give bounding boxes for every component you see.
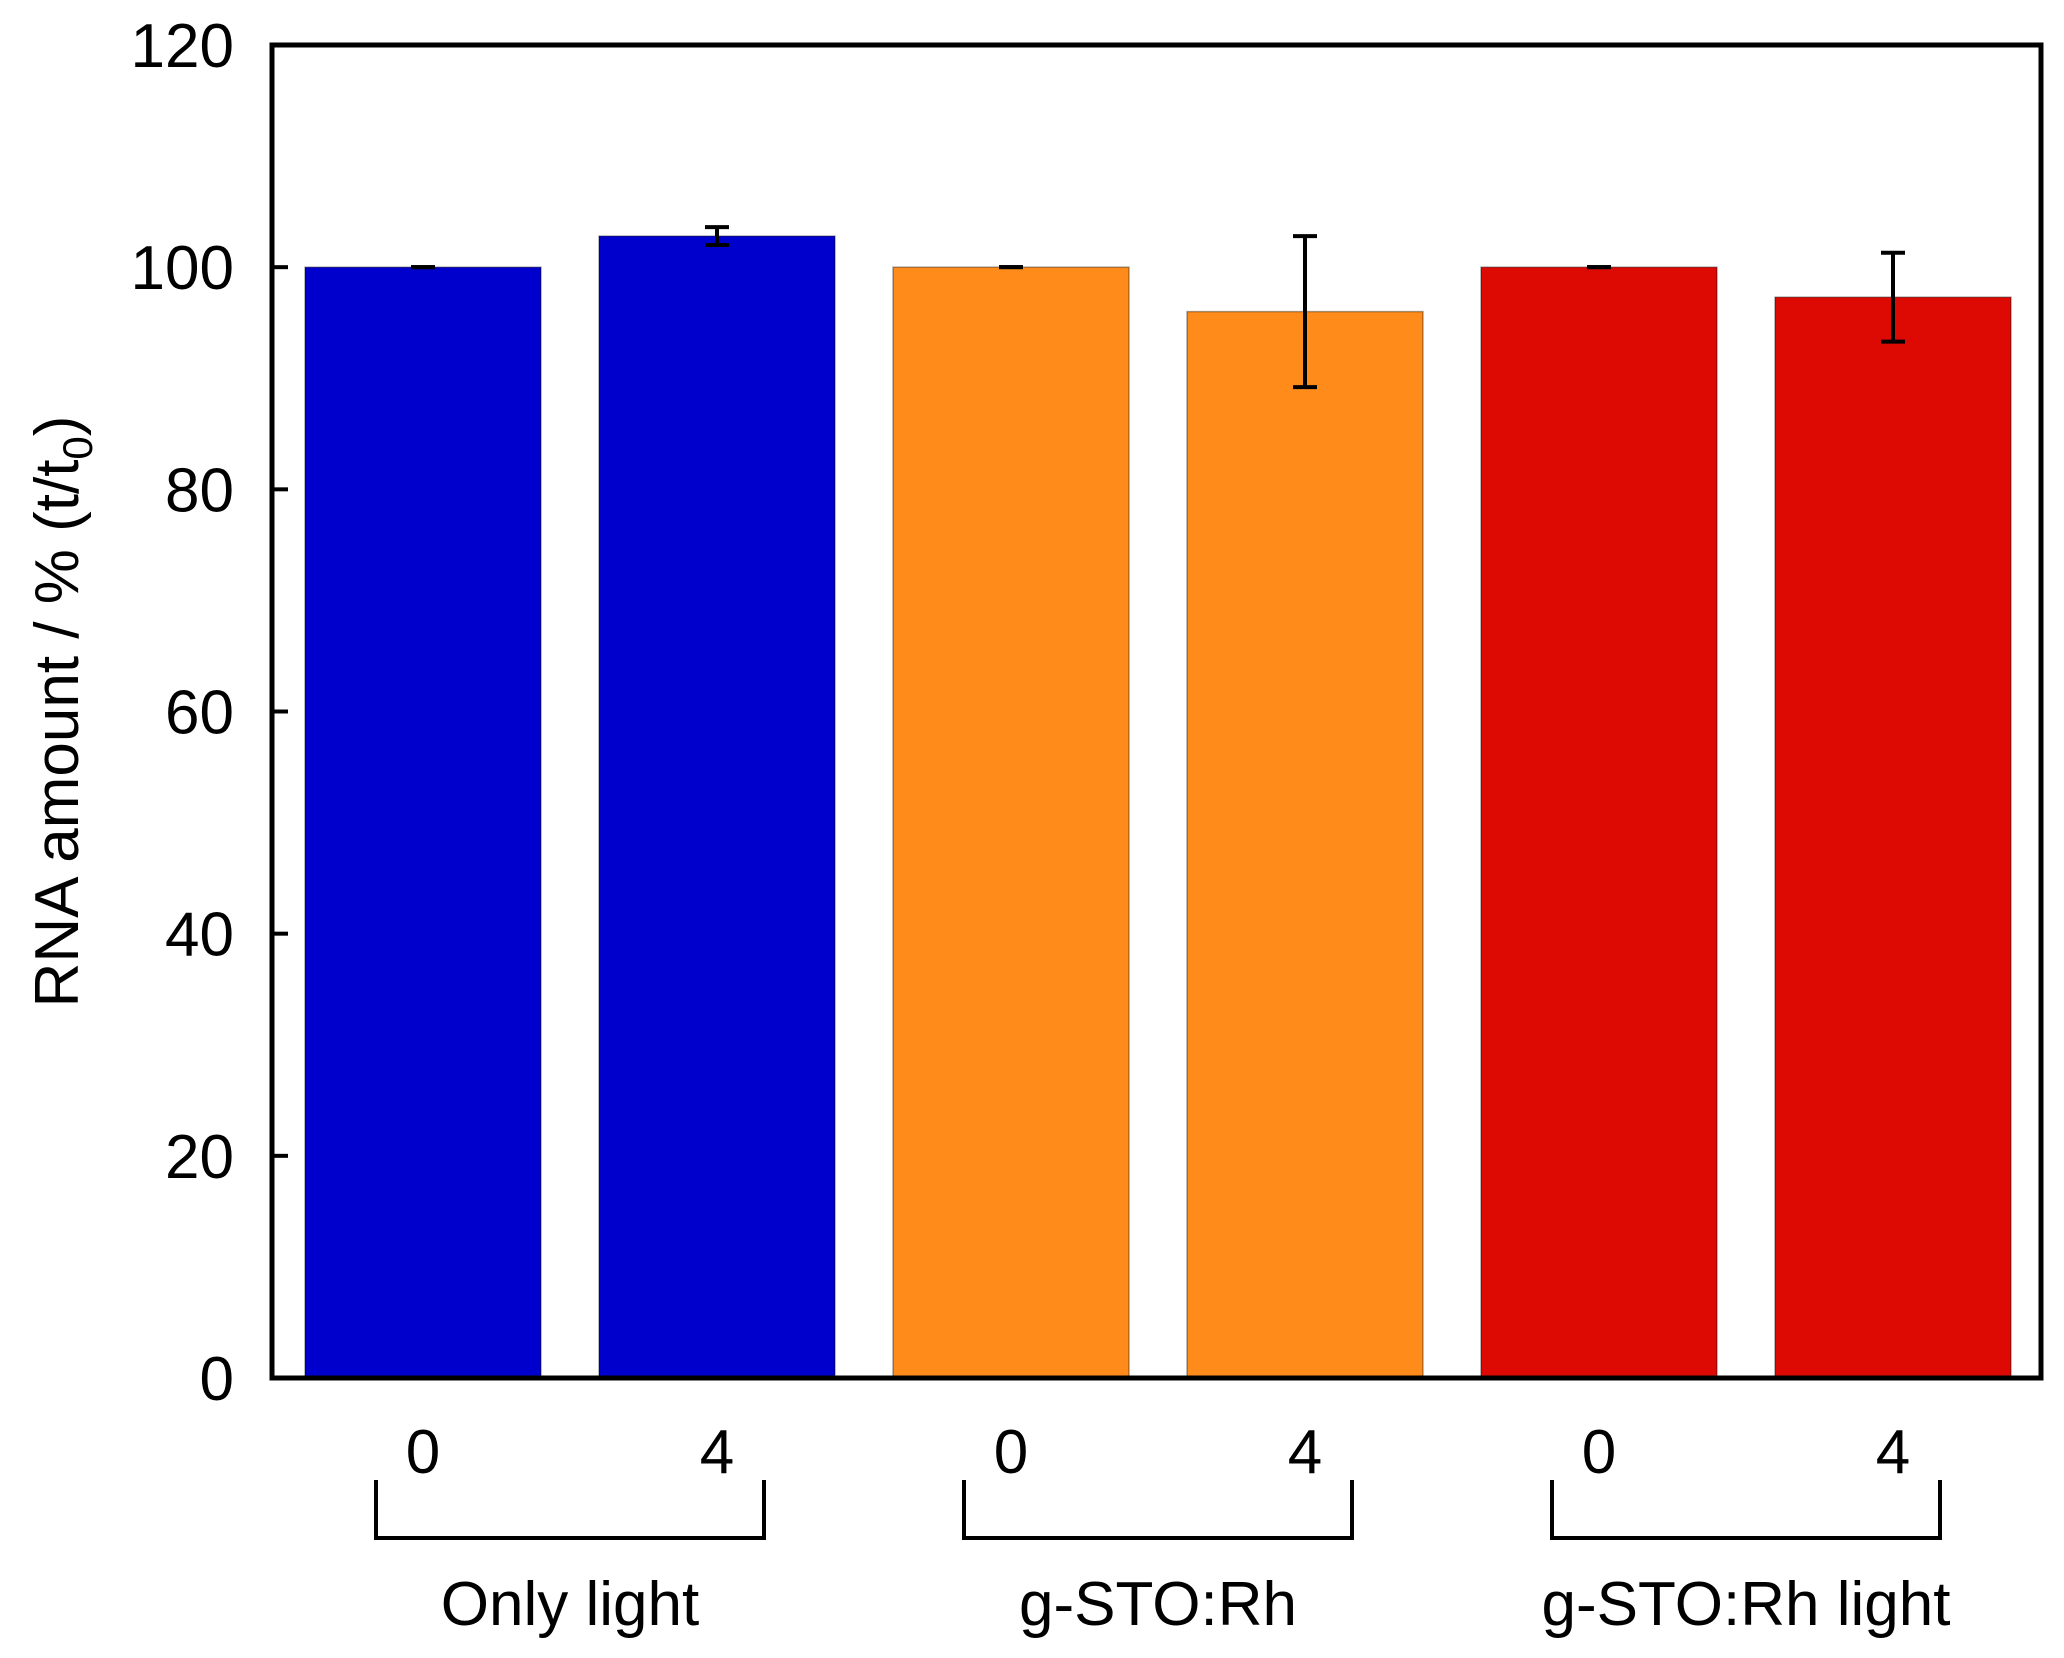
y-axis-title: RNA amount / % (t/t0) [23, 416, 101, 1008]
bar [304, 266, 542, 1379]
group-bracket [1550, 1480, 1942, 1540]
x-tick-label: 0 [406, 1418, 440, 1487]
group-bracket [962, 1480, 1354, 1540]
x-tick-label: 4 [1288, 1418, 1322, 1487]
bar [1774, 296, 2012, 1379]
x-tick-label: 0 [994, 1418, 1028, 1487]
bar [1186, 310, 1424, 1379]
y-tick-label: 60 [165, 679, 234, 748]
y-tick-label: 80 [165, 456, 234, 525]
group-label: g-STO:Rh light [1542, 1570, 1951, 1639]
y-axis-title-suffix: ) [23, 416, 92, 437]
y-tick-label: 20 [165, 1123, 234, 1192]
y-tick-label: 0 [200, 1345, 234, 1414]
group-label: g-STO:Rh [1019, 1570, 1297, 1639]
x-tick-label: 0 [1582, 1418, 1616, 1487]
x-tick-label: 4 [1876, 1418, 1910, 1487]
y-tick-label: 40 [165, 901, 234, 970]
x-tick-label: 4 [700, 1418, 734, 1487]
y-tick-label: 120 [131, 12, 234, 81]
y-axis-title-subscript: 0 [54, 436, 101, 459]
bar [892, 266, 1130, 1379]
group-label: Only light [441, 1570, 699, 1639]
bar [598, 235, 836, 1379]
y-tick-label: 100 [131, 234, 234, 303]
bar [1480, 266, 1718, 1379]
y-axis-title-main: RNA amount / % (t/t [23, 460, 92, 1008]
group-bracket [374, 1480, 766, 1540]
